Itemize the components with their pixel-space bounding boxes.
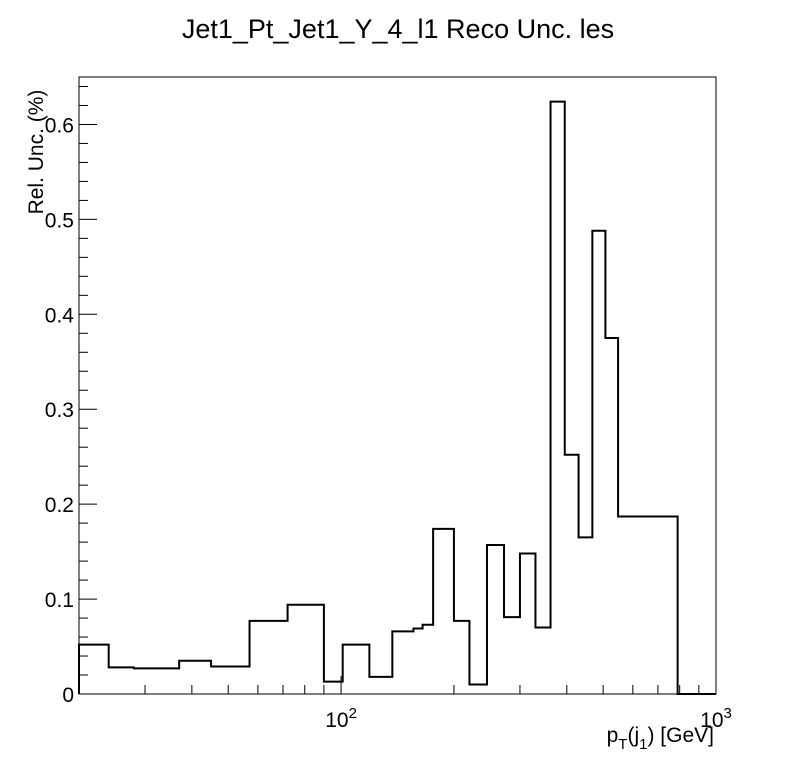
y-tick-label: 0.6 [45,114,74,137]
y-tick-label: 0.2 [45,494,74,517]
y-tick-label: 0.5 [45,209,74,232]
y-tick-label: 0.3 [45,399,74,422]
histogram [78,100,716,695]
histogram-outline [78,100,716,695]
chart-title: Jet1_Pt_Jet1_Y_4_l1 Reco Unc. les [182,14,614,44]
axis-ticks [78,85,717,695]
tick-labels: 0 0.1 0.2 0.3 0.4 0.5 0.6 102 103 [45,114,732,732]
y-axis-label: Rel. Unc. (%) [25,90,48,215]
x-axis-label: pT(j1) [GeV] [607,724,714,753]
x-tick-label: 102 [325,705,357,732]
plot-area [78,76,717,695]
plot-frame [78,76,717,695]
y-tick-label: 0 [62,684,74,707]
y-tick-label: 0.4 [45,304,75,327]
y-tick-label: 0.1 [45,589,74,612]
x-tick-label: 103 [700,705,732,732]
